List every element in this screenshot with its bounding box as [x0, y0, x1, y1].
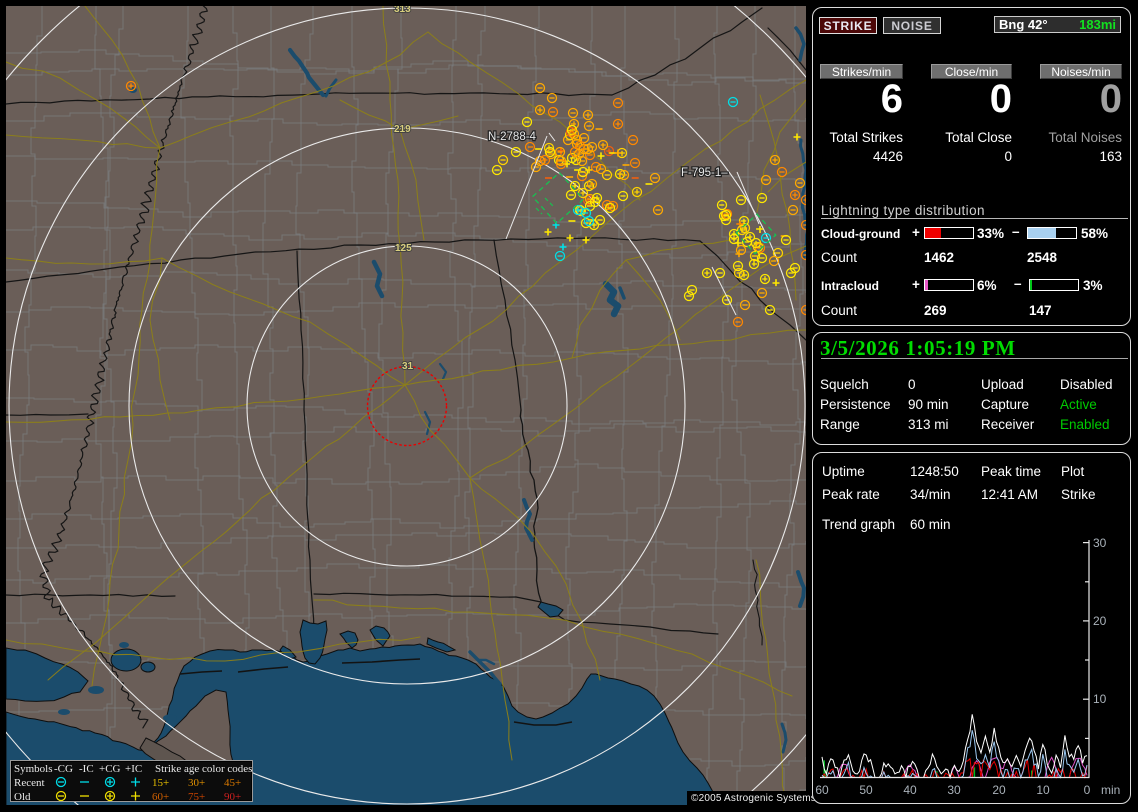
svg-text:219: 219	[394, 124, 411, 135]
svg-text:90+: 90+	[224, 791, 241, 803]
svg-text:313: 313	[394, 6, 411, 15]
svg-text:F-795-1–: F-795-1–	[681, 167, 728, 179]
svg-text:30: 30	[947, 783, 961, 797]
svg-text:60+: 60+	[152, 791, 169, 803]
svg-text:40: 40	[903, 783, 917, 797]
svg-text:Old: Old	[14, 791, 31, 803]
svg-text:+IC: +IC	[125, 763, 142, 775]
svg-text:30: 30	[1093, 536, 1107, 550]
svg-text:50: 50	[859, 783, 873, 797]
svg-text:15+: 15+	[152, 777, 169, 789]
svg-text:20: 20	[1093, 614, 1107, 628]
svg-text:Symbols: Symbols	[14, 763, 53, 775]
svg-text:45+: 45+	[224, 777, 241, 789]
svg-text:30+: 30+	[188, 777, 205, 789]
svg-text:125: 125	[395, 243, 412, 254]
svg-text:-IC: -IC	[79, 763, 94, 775]
svg-text:Recent: Recent	[14, 777, 45, 789]
svg-text:10: 10	[1036, 783, 1050, 797]
svg-text:75+: 75+	[188, 791, 205, 803]
svg-text:-CG: -CG	[54, 763, 73, 775]
svg-text:0: 0	[1084, 783, 1091, 797]
svg-text:31: 31	[402, 361, 414, 372]
svg-text:60: 60	[815, 783, 829, 797]
svg-text:20: 20	[992, 783, 1006, 797]
svg-text:10: 10	[1093, 692, 1107, 706]
svg-text:Strike age color codes: Strike age color codes	[155, 763, 252, 775]
svg-text:N-2788-4: N-2788-4	[488, 131, 537, 143]
svg-text:+CG: +CG	[99, 763, 121, 775]
svg-text:min: min	[1101, 783, 1120, 797]
